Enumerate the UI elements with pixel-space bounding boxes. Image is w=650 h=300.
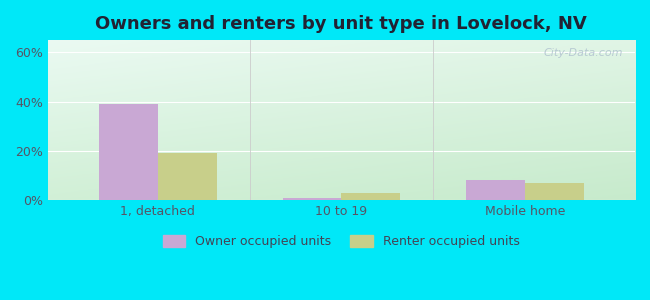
Bar bbox=[99, 104, 158, 200]
Bar bbox=[525, 183, 584, 200]
Title: Owners and renters by unit type in Lovelock, NV: Owners and renters by unit type in Lovel… bbox=[96, 15, 587, 33]
Text: City-Data.com: City-Data.com bbox=[544, 48, 623, 58]
Bar bbox=[341, 193, 400, 200]
Bar bbox=[283, 198, 341, 200]
Bar bbox=[466, 181, 525, 200]
Legend: Owner occupied units, Renter occupied units: Owner occupied units, Renter occupied un… bbox=[163, 235, 520, 248]
Bar bbox=[158, 153, 216, 200]
